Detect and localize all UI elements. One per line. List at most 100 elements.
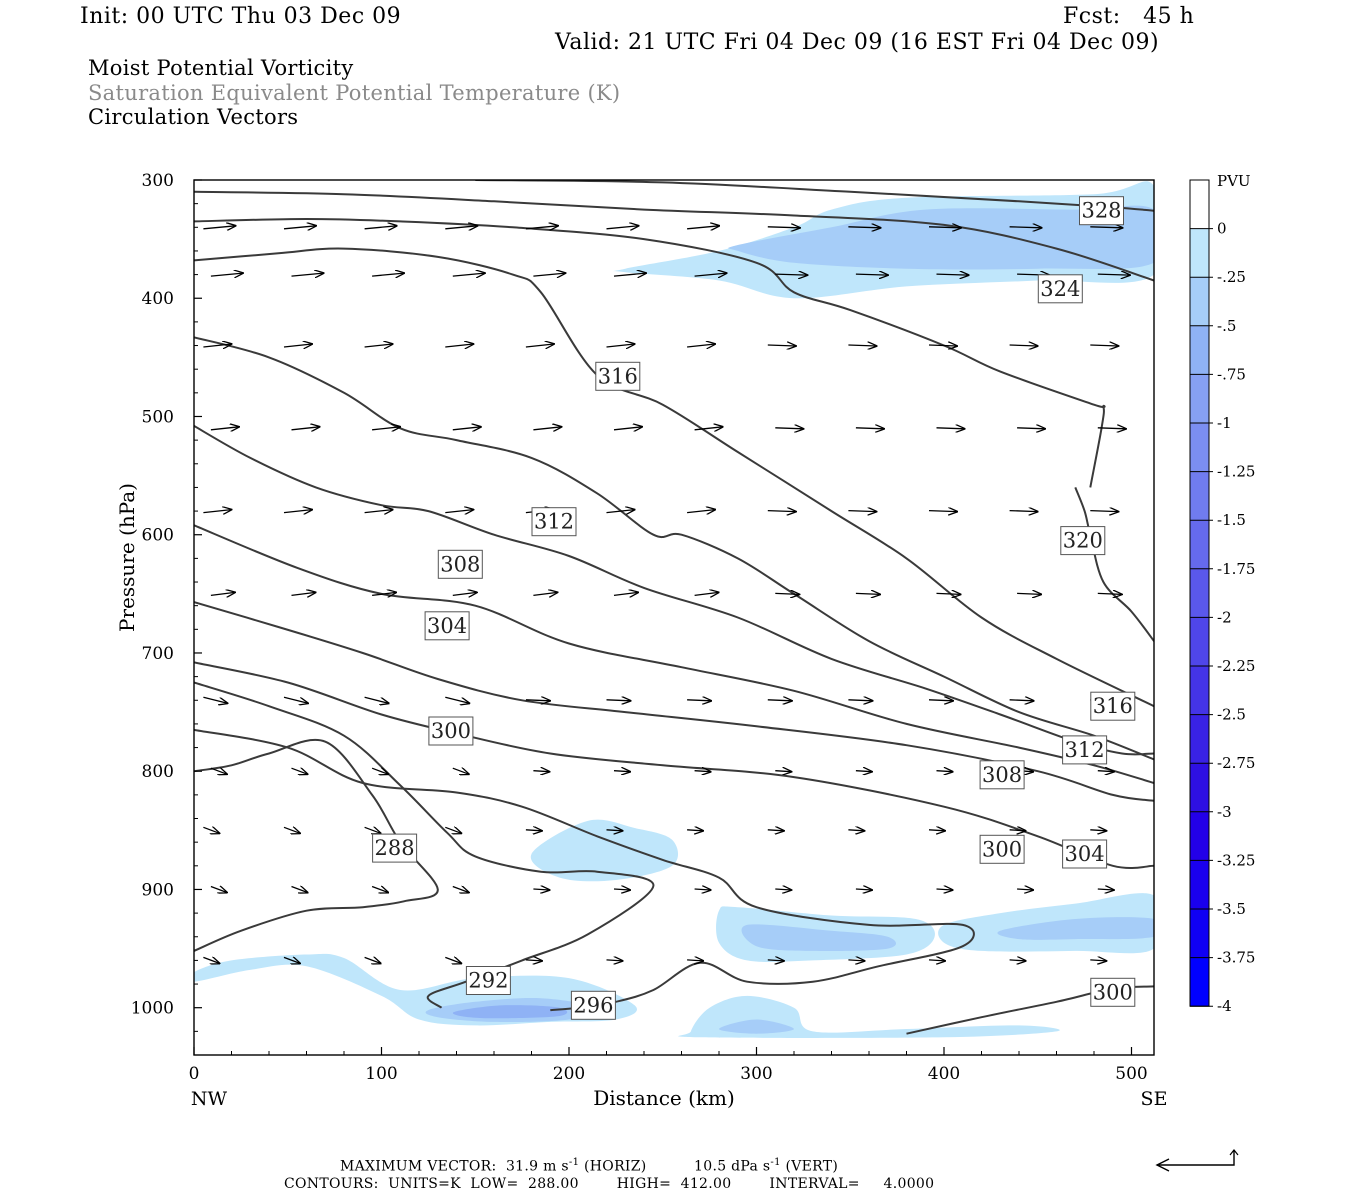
circulation-vector	[210, 592, 235, 595]
circulation-vector	[210, 768, 227, 774]
circulation-vector	[445, 827, 461, 833]
circulation-vector	[283, 226, 316, 229]
circulation-vector	[936, 428, 965, 429]
contour-label-308: 308	[437, 549, 483, 579]
circulation-vector	[613, 592, 638, 595]
colorbar-label: -2.5	[1217, 706, 1246, 724]
circulation-vector	[848, 960, 864, 961]
circulation-vector	[452, 887, 469, 893]
circulation-vector	[533, 889, 549, 890]
circulation-vector	[452, 273, 485, 276]
mpv-region-1	[728, 205, 1154, 270]
circulation-vector	[1097, 771, 1114, 772]
circulation-vector	[767, 700, 792, 701]
x-tick-label: 400	[928, 1064, 960, 1084]
circulation-vector	[936, 889, 953, 890]
y-tick-label: 700	[142, 644, 174, 664]
circulation-vector	[1097, 593, 1122, 594]
plot-frame	[193, 179, 1155, 1056]
circulation-vector	[291, 427, 320, 430]
circulation-vector	[613, 889, 630, 890]
circulation-vector	[606, 510, 635, 513]
circulation-vector	[767, 960, 784, 961]
field-title-mpv: Moist Potential Vorticity	[88, 56, 354, 80]
circulation-vector	[525, 830, 542, 831]
colorbar-label: -2.25	[1217, 657, 1255, 675]
colorbar-label: -1	[1217, 414, 1232, 432]
contour-label-text: 308	[982, 763, 1022, 787]
contour-label-text: 300	[1093, 980, 1133, 1004]
circulation-vector	[291, 273, 324, 276]
mpv-region-6	[997, 917, 1154, 940]
y-tick-label: 900	[142, 880, 174, 900]
circulation-vector	[533, 771, 549, 772]
colorbar-label: -3.25	[1217, 851, 1255, 869]
circulation-vector	[283, 827, 300, 833]
colorbar-swatch	[1190, 811, 1209, 861]
colorbar-label: -2.75	[1217, 754, 1255, 772]
reference-vector-icon	[1155, 1149, 1239, 1172]
contour-label-box	[531, 507, 577, 537]
circulation-vector	[767, 345, 796, 346]
contour-label-box	[1062, 839, 1108, 869]
colorbar-label: -3.75	[1217, 949, 1255, 967]
contour-label-box	[1062, 735, 1108, 765]
contour-label-text: 300	[431, 719, 471, 743]
circulation-vector	[445, 344, 473, 347]
contour-label-box	[570, 990, 616, 1020]
contour-label-box	[428, 716, 474, 746]
circulation-vector	[775, 428, 803, 429]
colorbar-label: 0	[1217, 220, 1227, 238]
contour-label-292: 292	[465, 966, 511, 995]
y-tick-label: 1000	[131, 999, 174, 1019]
x-tick-label: 500	[1115, 1064, 1147, 1084]
contour-label-304: 304	[1062, 839, 1108, 869]
colorbar-swatch	[1190, 277, 1209, 326]
theta-es-contour-308	[194, 524, 1154, 784]
contour-label-304: 304	[424, 611, 470, 641]
circulation-vector	[203, 827, 219, 833]
circulation-vector	[1097, 428, 1126, 429]
contour-label-316: 316	[1090, 691, 1136, 721]
contour-label-312: 312	[1062, 735, 1108, 765]
circulation-vector	[291, 887, 308, 893]
circulation-vector	[928, 227, 961, 228]
circulation-vector	[1097, 274, 1130, 275]
circulation-vector	[525, 700, 550, 701]
x-end-label-se: SE	[1141, 1088, 1168, 1110]
circulation-vector	[283, 957, 300, 963]
circulation-vector	[210, 427, 239, 430]
valid-time: Valid: 21 UTC Fri 04 Dec 09 (16 EST Fri …	[555, 30, 1160, 55]
contour-info: CONTOURS: UNITS=K LOW= 288.00 HIGH= 412.…	[284, 1176, 935, 1192]
circulation-vector	[928, 830, 945, 831]
contour-label-320: 320	[1060, 526, 1106, 556]
circulation-vector	[371, 768, 388, 774]
circulation-vector	[855, 274, 888, 275]
x-tick-label: 0	[189, 1064, 200, 1084]
circulation-vector	[1090, 227, 1122, 228]
colorbar-label: -1.5	[1217, 511, 1246, 529]
colorbar-swatch	[1190, 957, 1209, 1007]
contour-label-text: 328	[1081, 199, 1121, 223]
theta-es-contour-320	[1074, 487, 1154, 642]
contour-label-text: 316	[1093, 694, 1133, 718]
circulation-vector	[694, 427, 723, 430]
contour-label-text: 296	[573, 993, 613, 1017]
colorbar-label: -.75	[1217, 365, 1246, 383]
circulation-vector	[687, 960, 703, 961]
circulation-vector	[452, 768, 469, 774]
circulation-vector	[694, 771, 711, 772]
circulation-vector	[203, 696, 227, 703]
circulation-vector	[525, 226, 558, 229]
circulation-vector	[1017, 889, 1033, 890]
circulation-vector	[848, 345, 876, 346]
circulation-vector	[364, 226, 397, 229]
y-tick-label: 800	[142, 762, 174, 782]
circulation-vector	[855, 889, 872, 890]
colorbar-swatch	[1190, 180, 1209, 229]
contour-label-324: 324	[1037, 274, 1083, 304]
y-tick-label: 600	[142, 526, 174, 546]
mpv-region-2	[530, 819, 679, 882]
circulation-vector	[767, 227, 800, 228]
circulation-vector	[936, 593, 961, 594]
